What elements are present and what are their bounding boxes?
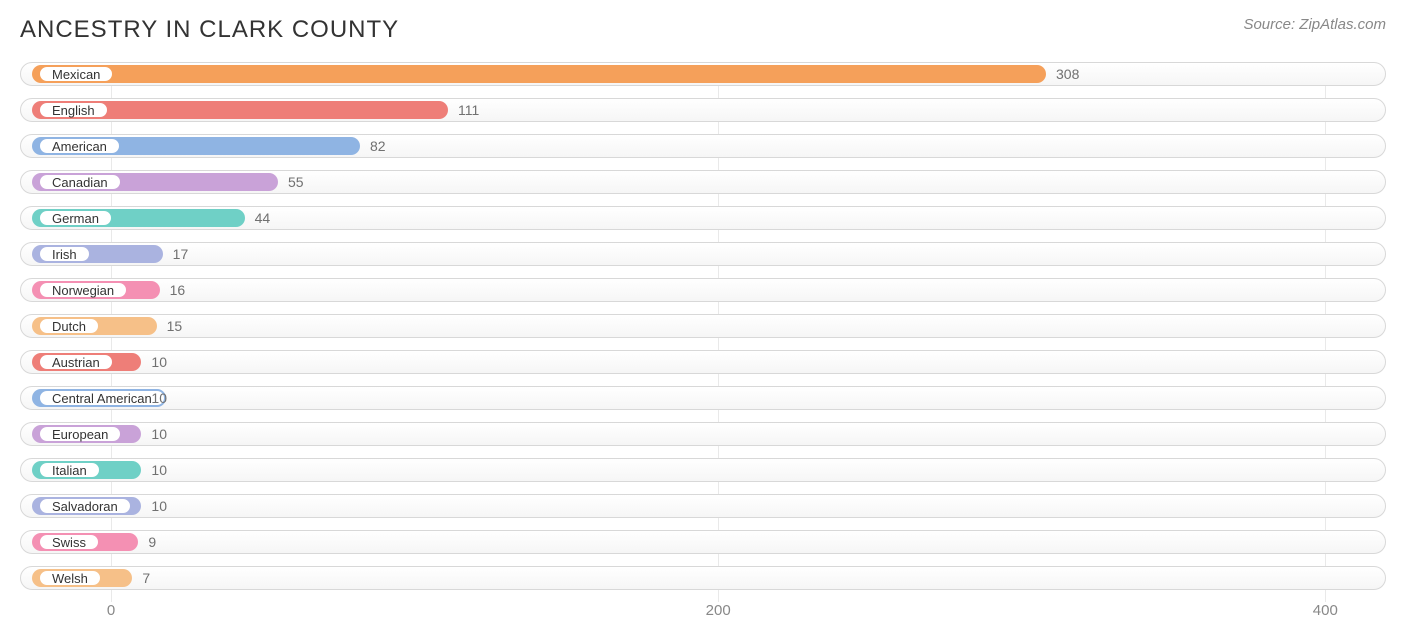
bar-value-label: 44 [245,206,271,230]
bar-row: Norwegian 16 [20,278,1386,302]
bar-value-label: 55 [278,170,304,194]
bar-row: European 10 [20,422,1386,446]
bar [32,65,1046,83]
bar-value-label: 82 [360,134,386,158]
bar-label-pill: Salvadoran [38,497,132,515]
bar-label-pill: Welsh [38,569,102,587]
bar-row: American 82 [20,134,1386,158]
bar-track [20,278,1386,302]
x-axis-tick: 0 [107,602,115,619]
bar-track [20,530,1386,554]
bar-label-pill: Irish [38,245,91,263]
bar-row: Welsh 7 [20,566,1386,590]
x-axis-tick: 400 [1313,602,1338,619]
bar-value-label: 10 [141,422,167,446]
bar-track [20,494,1386,518]
bar-track [20,566,1386,590]
bar-label-pill: English [38,101,109,119]
bar-label-pill: Swiss [38,533,100,551]
bar-label-pill: Austrian [38,353,114,371]
bar-label-pill: German [38,209,113,227]
bar-track [20,242,1386,266]
bar-value-label: 10 [141,494,167,518]
chart-area: Mexican 308 English 111 American 82 Canadian 55… [20,62,1386,626]
bar-value-label: 17 [163,242,189,266]
bar-row: Canadian 55 [20,170,1386,194]
bar-row: Swiss 9 [20,530,1386,554]
bar-row: Salvadoran 10 [20,494,1386,518]
bar-label-pill: Canadian [38,173,122,191]
chart-title: ANCESTRY IN CLARK COUNTY [20,16,399,44]
bar-label-pill: Italian [38,461,101,479]
bar-label-pill: Dutch [38,317,100,335]
x-axis-tick: 200 [706,602,731,619]
bar-row: Dutch 15 [20,314,1386,338]
bar-row: German 44 [20,206,1386,230]
bar-value-label: 10 [141,458,167,482]
header: ANCESTRY IN CLARK COUNTY Source: ZipAtla… [20,16,1386,44]
bar-label-pill: Mexican [38,65,114,83]
chart-container: ANCESTRY IN CLARK COUNTY Source: ZipAtla… [0,0,1406,644]
bar-track [20,458,1386,482]
bar-label-pill: European [38,425,122,443]
bar-label-pill: Norwegian [38,281,128,299]
chart-source: Source: ZipAtlas.com [1243,16,1386,33]
bar-value-label: 7 [132,566,150,590]
bar-value-label: 15 [157,314,183,338]
bar-label-pill: American [38,137,121,155]
bar-value-label: 10 [141,350,167,374]
bar-value-label: 111 [448,98,479,122]
bar-track [20,350,1386,374]
bar-row: Central American10 [20,386,1386,410]
bar-value-label: 10 [141,386,167,410]
bar-value-label: 9 [138,530,156,554]
bar-value-label: 308 [1046,62,1079,86]
bar-row: Austrian 10 [20,350,1386,374]
x-axis: 0 200 400 [20,602,1386,626]
bar-row: Italian 10 [20,458,1386,482]
bar-track [20,422,1386,446]
bar-value-label: 16 [160,278,186,302]
bar-row: Mexican 308 [20,62,1386,86]
bar-row: Irish 17 [20,242,1386,266]
bar-track [20,386,1386,410]
bar-row: English 111 [20,98,1386,122]
bar-track [20,314,1386,338]
